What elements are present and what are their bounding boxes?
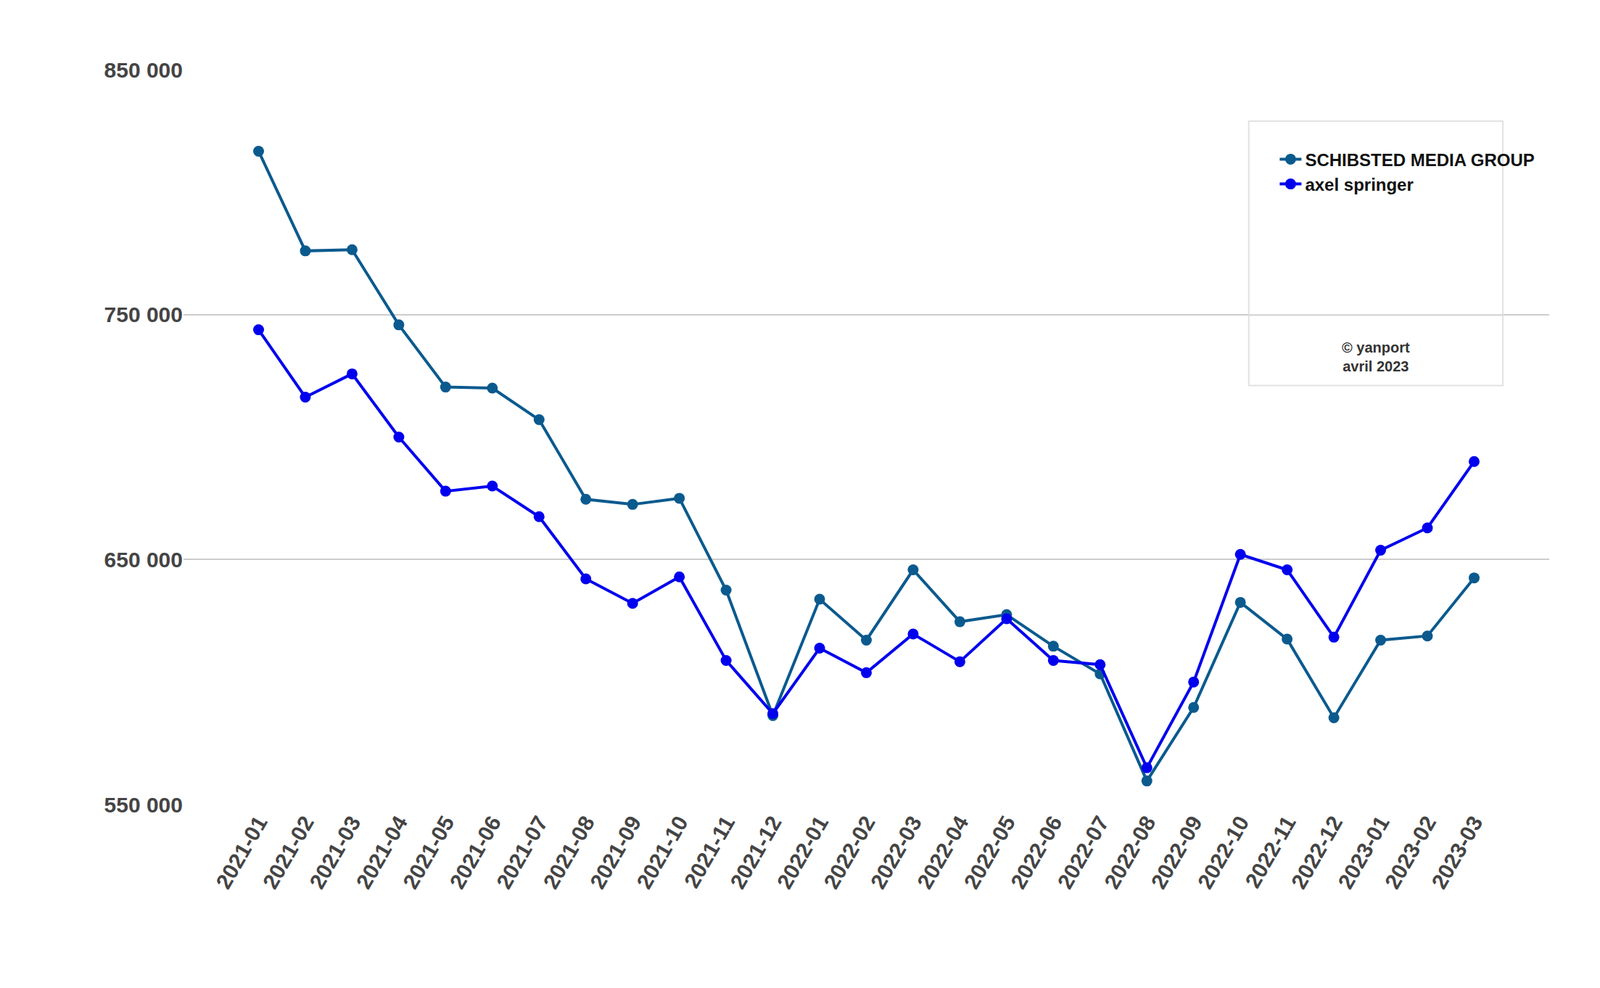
svg-text:© yanportavril 2023: © yanportavril 2023 (1341, 339, 1410, 375)
svg-text:2023-03: 2023-03 (1426, 811, 1488, 893)
svg-text:750 000: 750 000 (104, 302, 183, 327)
svg-text:2021-10: 2021-10 (631, 811, 693, 893)
svg-text:2022-06: 2022-06 (1005, 811, 1067, 893)
svg-text:2021-01: 2021-01 (211, 811, 272, 893)
svg-text:2022-11: 2022-11 (1240, 811, 1301, 892)
svg-text:550 000: 550 000 (104, 792, 183, 817)
svg-text:2021-06: 2021-06 (444, 811, 506, 893)
svg-text:2021-02: 2021-02 (258, 811, 320, 893)
svg-text:2022-07: 2022-07 (1052, 811, 1114, 893)
svg-text:2022-05: 2022-05 (958, 811, 1020, 893)
svg-text:2021-08: 2021-08 (538, 811, 600, 893)
svg-text:2023-02: 2023-02 (1380, 811, 1442, 893)
svg-text:SCHIBSTED MEDIA GROUP: SCHIBSTED MEDIA GROUP (1304, 150, 1534, 170)
svg-text:2022-03: 2022-03 (866, 811, 927, 893)
svg-text:2021-11: 2021-11 (679, 811, 740, 892)
svg-text:2022-10: 2022-10 (1193, 811, 1255, 893)
svg-text:2022-12: 2022-12 (1286, 811, 1348, 893)
svg-text:2022-01: 2022-01 (772, 811, 834, 893)
svg-text:2022-02: 2022-02 (818, 811, 880, 893)
svg-text:850 000: 850 000 (104, 58, 183, 82)
svg-text:2021-12: 2021-12 (725, 811, 787, 893)
svg-text:2021-04: 2021-04 (351, 811, 412, 893)
svg-text:2023-01: 2023-01 (1333, 811, 1395, 893)
svg-text:2022-08: 2022-08 (1099, 811, 1161, 893)
svg-text:2022-04: 2022-04 (912, 811, 974, 893)
svg-text:2021-09: 2021-09 (585, 811, 647, 893)
svg-text:650 000: 650 000 (104, 547, 183, 572)
svg-text:axel springer: axel springer (1304, 174, 1413, 195)
svg-text:2021-03: 2021-03 (304, 811, 366, 893)
svg-text:2021-07: 2021-07 (491, 811, 553, 893)
svg-text:2021-05: 2021-05 (398, 811, 460, 893)
svg-text:2022-09: 2022-09 (1145, 811, 1207, 893)
